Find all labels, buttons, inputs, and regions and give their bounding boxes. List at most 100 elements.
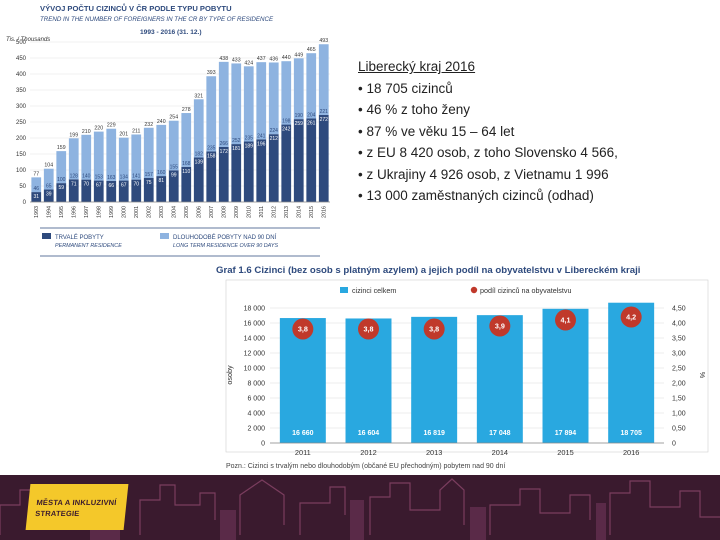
bar-permanent [306,118,317,202]
x-tick-label: 1994 [47,206,53,218]
y-tick-label: 250 [16,120,27,126]
label-permanent: 272 [320,117,329,123]
bar-long-term [156,124,167,177]
label-total: 436 [269,56,278,62]
y2-tick-label: 3,00 [672,351,686,358]
y-tick-label: 14 000 [244,336,266,343]
bar-value-label: 16 660 [292,430,314,437]
x-tick-label: 2013 [284,206,290,218]
bar-long-term [293,58,304,120]
bar-long-term [143,127,154,178]
label-permanent: 259 [295,121,304,127]
bar-permanent [68,179,79,202]
y2-tick-label: 0 [672,441,676,448]
bar-permanent [193,157,204,202]
y-tick-label: 2 000 [247,426,265,433]
x-tick-label: 2002 [147,206,153,218]
x-tick-label: 2009 [234,206,240,218]
bar-long-term [306,53,317,119]
share-marker [620,306,642,328]
bar-permanent [231,144,242,202]
label-permanent: 70 [133,182,139,188]
label-permanent: 66 [108,183,114,189]
x-tick-label: 2007 [209,206,215,218]
label-long-term: 252 [232,138,241,144]
y2-tick-label: 2,50 [672,366,686,373]
bar-long-term [243,66,254,142]
label-long-term: 134 [120,175,129,181]
label-long-term: 163 [107,175,116,181]
bar-long-term [131,134,142,180]
label-permanent: 67 [96,183,102,189]
chart-period: 1993 - 2016 (31. 12.) [140,29,202,36]
info-line: z Ukrajiny 4 926 osob, z Vietnamu 1 996 [358,164,708,186]
y2-tick-label: 0,50 [672,426,686,433]
share-marker [358,318,379,340]
bar-long-term [93,131,104,181]
bar-long-term [231,63,242,145]
label-permanent: 196 [257,141,266,147]
x-tick-label: 2010 [247,206,253,218]
info-line: z EU 8 420 osob, z toho Slovensko 4 566, [358,142,708,164]
bar-permanent [268,134,279,202]
y2-tick-label: 1,00 [672,411,686,418]
legend-permanent: TRVALÉ POBYTY [55,234,104,241]
y2-tick-label: 4,50 [672,306,686,313]
y-tick-label: 50 [19,184,26,190]
label-long-term: 266 [220,141,229,147]
x-tick-label: 2001 [134,206,140,218]
y-tick-label: 350 [16,88,27,94]
label-permanent: 189 [245,144,254,150]
bar-long-term [56,151,67,184]
y-tick-label: 300 [16,104,27,110]
bar-permanent [143,178,154,202]
bar-long-term [218,61,229,147]
y-tick-label: 6 000 [247,396,265,403]
y-tick-label: 500 [16,40,27,46]
label-long-term: 224 [270,128,279,134]
label-long-term: 46 [33,186,39,192]
bar-value-label: 18 705 [620,430,642,437]
share-value-label: 3,8 [429,325,439,334]
label-long-term: 204 [307,112,316,118]
foreigners-cr-chart: VÝVOJ POČTU CIZINCŮ V ČR PODLE TYPU POBY… [6,3,330,257]
label-long-term: 221 [320,109,329,115]
y-axis-label: osoby [225,365,234,385]
label-total: 438 [219,56,228,62]
share-value-label: 3,9 [495,322,505,331]
label-permanent: 70 [83,182,89,188]
bar-permanent [218,146,229,202]
bar-permanent [206,151,217,202]
chart-note: Pozn.: Cizinci s trvalým nebo dlouhodobý… [226,463,505,470]
bar-long-term [281,61,292,125]
bar-permanent [181,166,192,202]
label-permanent: 181 [232,146,241,152]
label-total: 210 [82,129,91,135]
label-total: 199 [69,132,78,138]
label-long-term: 198 [282,119,291,125]
label-permanent: 39 [46,192,52,198]
label-long-term: 190 [295,113,304,119]
x-tick-label: 2000 [122,206,128,218]
label-long-term: 155 [170,164,179,170]
label-total: 433 [232,57,241,63]
y-tick-label: 16 000 [244,321,266,328]
y-tick-label: 400 [16,72,27,78]
y-tick-label: 4 000 [247,411,265,418]
label-permanent: 242 [282,127,291,133]
share-value-label: 3,8 [298,325,308,334]
label-long-term: 160 [157,170,166,176]
bar-long-term [193,99,204,158]
x-tick-label: 2008 [222,206,228,218]
share-value-label: 4,1 [561,316,571,325]
x-tick-label: 2012 [272,206,278,218]
label-long-term: 235 [245,136,254,142]
label-long-term: 235 [207,145,216,151]
x-tick-label: 1999 [109,206,115,218]
legend-long-term: DLOUHODOBÉ POBYTY NAD 90 DNÍ [173,234,277,241]
label-total: 159 [57,145,66,151]
label-total: 321 [194,93,203,99]
x-tick-label: 2012 [360,448,376,457]
y-tick-label: 18 000 [244,306,266,313]
y-tick-label: 450 [16,56,27,62]
